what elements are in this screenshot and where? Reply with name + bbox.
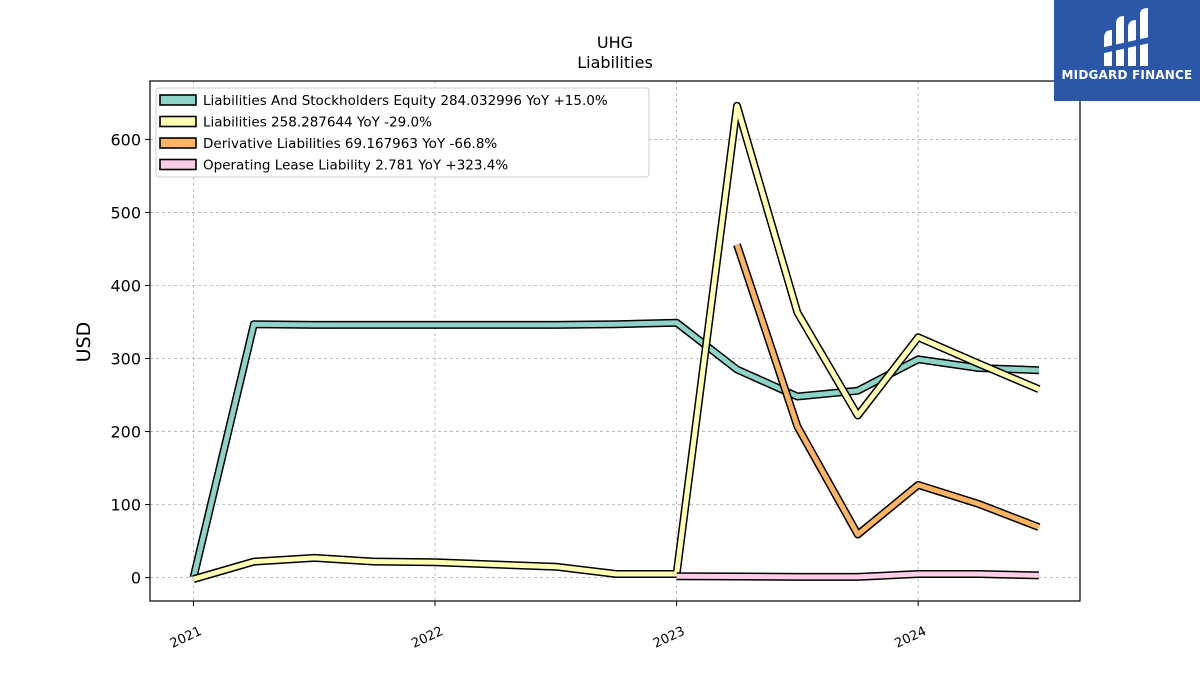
x-tick-label: 2023 [651, 624, 687, 652]
series-liabilities-and-stockholders-equity [189, 318, 1040, 579]
y-tick-label: 400 [110, 276, 141, 295]
legend-label: Liabilities And Stockholders Equity 284.… [203, 93, 608, 109]
series-line [191, 320, 1039, 579]
legend-label: Operating Lease Liability 2.781 YoY +323… [203, 158, 508, 174]
x-tick-label: 2024 [893, 624, 929, 652]
series-line [734, 243, 1040, 537]
legend-swatch [159, 94, 197, 106]
logo-icon [1100, 8, 1154, 66]
y-tick-label: 500 [110, 203, 141, 222]
brand-name: MIDGARD FINANCE [1061, 68, 1193, 82]
x-ticks: 2021 2022 2023 2024 [168, 601, 929, 652]
legend-item: Operating Lease Liability 2.781 YoY +323… [159, 158, 508, 174]
legend-box [155, 87, 650, 178]
x-tick-label: 2021 [168, 624, 204, 652]
y-ticks: 0 100 200 300 400 500 600 [110, 130, 150, 588]
legend-item: Derivative Liabilities 69.167963 YoY -66… [159, 136, 497, 152]
series-derivative-liabilities [733, 243, 1041, 539]
series-outline [733, 243, 1041, 539]
series-liabilities [192, 101, 1041, 583]
series-operating-lease-liability [676, 570, 1039, 581]
legend: Liabilities And Stockholders Equity 284.… [155, 87, 650, 178]
legend-swatch [159, 158, 197, 171]
legend-swatch [159, 137, 197, 149]
chart-subtitle: Liabilities [577, 53, 653, 72]
y-axis-label: USD [73, 322, 95, 363]
y-tick-label: 200 [110, 423, 141, 442]
series-line [676, 571, 1039, 580]
y-tick-label: 600 [110, 130, 141, 149]
series-group [189, 101, 1041, 583]
legend-label: Derivative Liabilities 69.167963 YoY -66… [203, 136, 497, 152]
y-tick-label: 100 [110, 496, 141, 515]
x-tick-label: 2022 [409, 624, 445, 652]
plot-frame [149, 80, 1081, 602]
brand-logo: MIDGARD FINANCE [1054, 0, 1200, 101]
chart-title: UHG [597, 33, 633, 52]
legend-item: Liabilities And Stockholders Equity 284.… [159, 93, 608, 109]
y-tick-label: 300 [110, 350, 141, 369]
y-tick-label: 0 [131, 569, 141, 588]
series-line [192, 103, 1040, 582]
legend-label: Liabilities 258.287644 YoY -29.0% [203, 115, 432, 131]
legend-item: Liabilities 258.287644 YoY -29.0% [159, 115, 432, 131]
legend-swatch [159, 115, 197, 128]
